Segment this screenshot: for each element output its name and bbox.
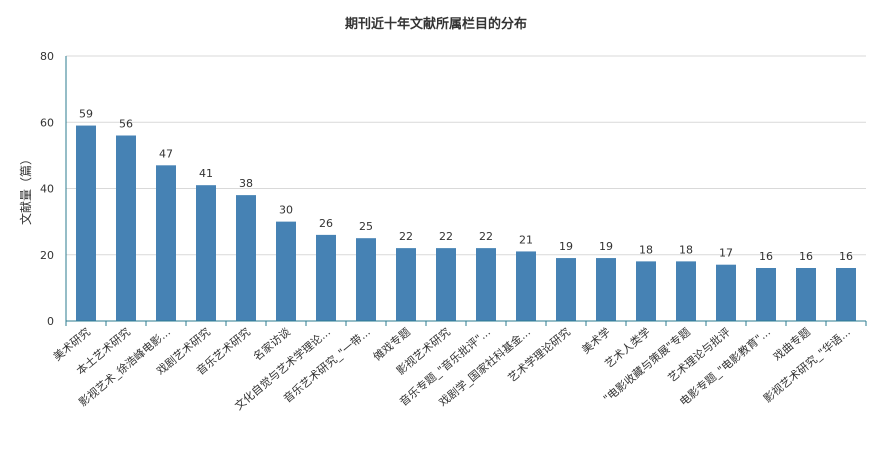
- data-label: 16: [759, 250, 773, 263]
- y-axis: 0 20 40 60 80: [40, 50, 67, 328]
- bar: [836, 268, 856, 321]
- data-label: 56: [119, 118, 133, 131]
- y-tick-label: 20: [40, 249, 54, 262]
- data-label: 26: [319, 217, 333, 230]
- bar: [276, 221, 296, 321]
- bar: [716, 264, 736, 321]
- x-tick-label: 美术学: [579, 325, 613, 357]
- bar: [356, 238, 376, 321]
- bar: [516, 251, 536, 321]
- y-axis-title: 文献量（篇）: [18, 153, 33, 225]
- data-label: 22: [479, 230, 493, 243]
- data-label: 16: [799, 250, 813, 263]
- data-label: 59: [79, 108, 93, 121]
- bar: [76, 125, 96, 321]
- data-label: 19: [559, 240, 573, 253]
- bar: [476, 248, 496, 321]
- data-label: 38: [239, 177, 253, 190]
- bar: [756, 268, 776, 321]
- bar: [396, 248, 416, 321]
- data-label: 47: [159, 147, 173, 160]
- y-tick-label: 40: [40, 183, 54, 196]
- data-label: 22: [439, 230, 453, 243]
- bar: [116, 135, 136, 321]
- bar: [196, 185, 216, 321]
- data-label: 18: [639, 243, 653, 256]
- data-label: 17: [719, 247, 733, 260]
- bar: [596, 258, 616, 321]
- bar-layer: [76, 125, 856, 321]
- data-label: 25: [359, 220, 373, 233]
- data-label: 18: [679, 243, 693, 256]
- y-tick-label: 80: [40, 50, 54, 63]
- bar: [436, 248, 456, 321]
- data-label: 22: [399, 230, 413, 243]
- grid-layer: [66, 55, 866, 256]
- data-label: 19: [599, 240, 613, 253]
- bar: [676, 261, 696, 321]
- bar: [796, 268, 816, 321]
- bar: [636, 261, 656, 321]
- x-axis: 美术研究本土艺术研究影视艺术_徐浩峰电影...戏剧艺术研究音乐艺术研究名家访谈文…: [50, 320, 867, 413]
- bar: [316, 234, 336, 321]
- chart-title: 期刊近十年文献所属栏目的分布: [345, 16, 527, 32]
- data-label: 16: [839, 250, 853, 263]
- y-tick-label: 0: [47, 315, 54, 328]
- bar: [556, 258, 576, 321]
- bar: [236, 195, 256, 321]
- bar: [156, 165, 176, 321]
- y-tick-label: 60: [40, 116, 54, 129]
- data-label: 41: [199, 167, 213, 180]
- data-label-layer: 59 56 47 41 38 30 26 25 22 22 22 21 19 19 18 18 17 16 16 16: [79, 108, 853, 263]
- data-label: 30: [279, 204, 293, 217]
- data-label: 21: [519, 233, 533, 246]
